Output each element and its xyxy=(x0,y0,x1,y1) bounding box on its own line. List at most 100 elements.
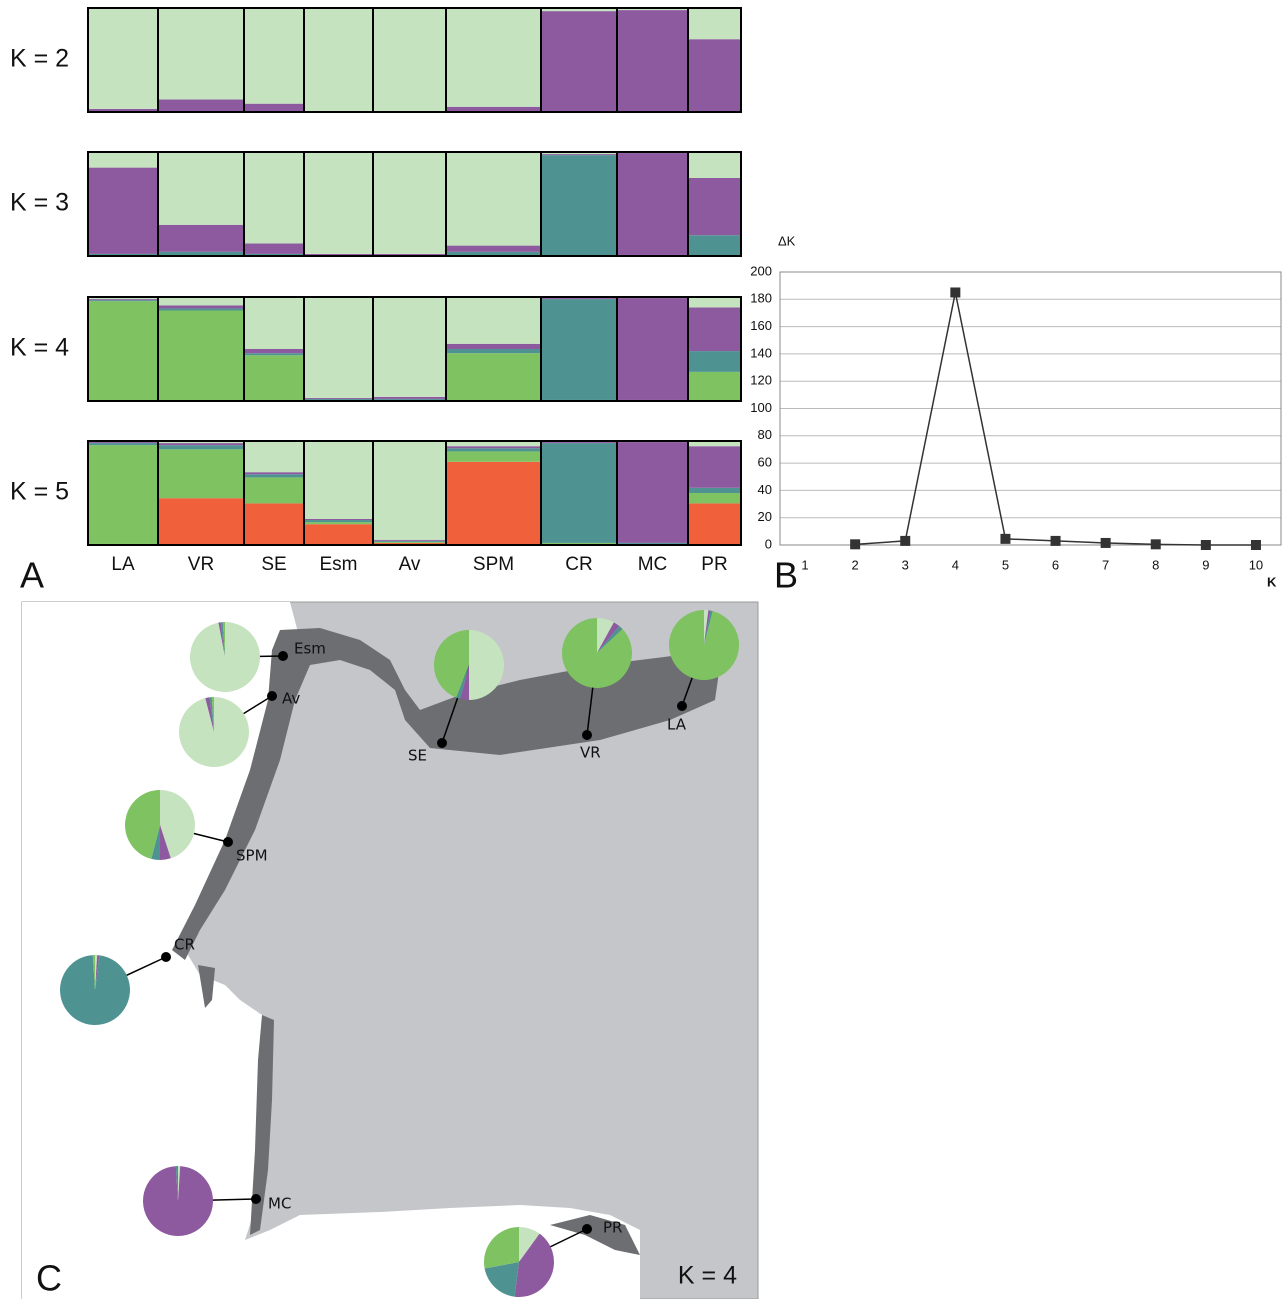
cluster-segment xyxy=(304,398,373,399)
site-dot xyxy=(251,1194,261,1204)
x-tick-label: 4 xyxy=(952,557,959,572)
x-tick-label: 1 xyxy=(801,557,808,572)
cluster-segment xyxy=(373,254,446,255)
cluster-segment xyxy=(304,524,373,545)
cluster-segment xyxy=(688,39,741,112)
cluster-segment xyxy=(88,442,158,443)
cluster-segment xyxy=(446,349,541,353)
cluster-segment xyxy=(158,225,244,252)
x-tick-label: 6 xyxy=(1052,557,1059,572)
population-label: VR xyxy=(188,554,214,575)
cluster-segment xyxy=(158,311,244,401)
cluster-segment xyxy=(158,100,244,112)
panel-label: A xyxy=(20,555,44,596)
cluster-segment xyxy=(688,351,741,372)
y-tick-label: 0 xyxy=(765,536,772,551)
cluster-segment xyxy=(244,349,304,353)
site-dot xyxy=(437,738,447,748)
y-tick-label: 200 xyxy=(750,263,772,278)
cluster-segment xyxy=(541,442,617,443)
cluster-segment xyxy=(541,154,617,155)
cluster-segment xyxy=(88,300,158,301)
cluster-segment xyxy=(688,493,741,503)
cluster-segment xyxy=(88,168,158,254)
point xyxy=(1251,540,1261,550)
cluster-segment xyxy=(688,503,741,545)
cluster-segment xyxy=(304,441,373,519)
site-label: Av xyxy=(282,690,300,708)
population-label: MC xyxy=(638,554,668,575)
cluster-segment xyxy=(446,462,541,545)
figure: LAVRSEEsmAvSPMCRMCPR A B C K = 4 K = 2K … xyxy=(0,0,1282,1299)
point xyxy=(1101,538,1111,548)
cluster-segment xyxy=(158,152,244,225)
cluster-segment xyxy=(541,155,617,256)
cluster-segment xyxy=(244,152,304,244)
point xyxy=(1151,539,1161,549)
cluster-segment xyxy=(688,307,741,351)
site-dot xyxy=(677,701,687,711)
cluster-segment xyxy=(88,299,158,300)
site-label: CR xyxy=(174,936,195,954)
cluster-segment xyxy=(617,153,688,255)
cluster-segment xyxy=(244,353,304,355)
population-label: SPM xyxy=(473,554,514,575)
cluster-segment xyxy=(244,355,304,401)
site-dot xyxy=(582,730,592,740)
k-label: K = 3 xyxy=(10,189,69,217)
site-dot xyxy=(278,651,288,661)
cluster-segment xyxy=(304,522,373,524)
cluster-segment xyxy=(446,344,541,349)
cluster-segment xyxy=(304,519,373,520)
point xyxy=(1051,536,1061,546)
cluster-segment xyxy=(244,477,304,503)
cluster-segment xyxy=(88,152,158,168)
cluster-segment xyxy=(244,297,304,349)
site-label: PR xyxy=(603,1219,622,1237)
y-tick-label: 180 xyxy=(750,291,772,306)
cluster-segment xyxy=(373,540,446,541)
cluster-segment xyxy=(373,397,446,399)
x-axis-label: K xyxy=(1267,574,1277,589)
k-label: K = 4 xyxy=(10,334,69,362)
pie-slice xyxy=(179,697,249,767)
site-label: VR xyxy=(580,744,601,762)
cluster-segment xyxy=(373,297,446,397)
cluster-segment xyxy=(688,372,741,401)
cluster-segment xyxy=(541,298,617,299)
cluster-segment xyxy=(304,152,373,254)
map-k-label: K = 4 xyxy=(678,1262,737,1290)
cluster-segment xyxy=(244,8,304,104)
cluster-segment xyxy=(244,104,304,112)
y-tick-label: 20 xyxy=(758,509,772,524)
cluster-segment xyxy=(158,449,244,498)
cluster-segment xyxy=(446,8,541,107)
cluster-segment xyxy=(244,244,304,254)
site-dot xyxy=(267,691,277,701)
population-label: Esm xyxy=(320,554,358,575)
cluster-segment xyxy=(244,503,304,545)
cluster-segment xyxy=(688,297,741,307)
population-label: Av xyxy=(399,554,421,575)
site-dot xyxy=(582,1224,592,1234)
cluster-segment xyxy=(373,542,446,543)
cluster-segment xyxy=(688,446,741,488)
cluster-segment xyxy=(158,297,244,305)
cluster-segment xyxy=(688,488,741,493)
y-tick-label: 120 xyxy=(750,373,772,388)
cluster-segment xyxy=(688,152,741,178)
cluster-segment xyxy=(541,11,617,112)
cluster-segment xyxy=(446,297,541,344)
cluster-segment xyxy=(304,399,373,400)
y-tick-label: 60 xyxy=(758,455,772,470)
cluster-segment xyxy=(158,445,244,449)
site-label: SPM xyxy=(236,847,268,865)
cluster-segment xyxy=(158,498,244,545)
series-line xyxy=(855,292,1256,545)
cluster-segment xyxy=(373,152,446,254)
cluster-segment xyxy=(244,474,304,477)
cluster-segment xyxy=(158,8,244,100)
point xyxy=(1000,534,1010,544)
site-dot xyxy=(223,837,233,847)
